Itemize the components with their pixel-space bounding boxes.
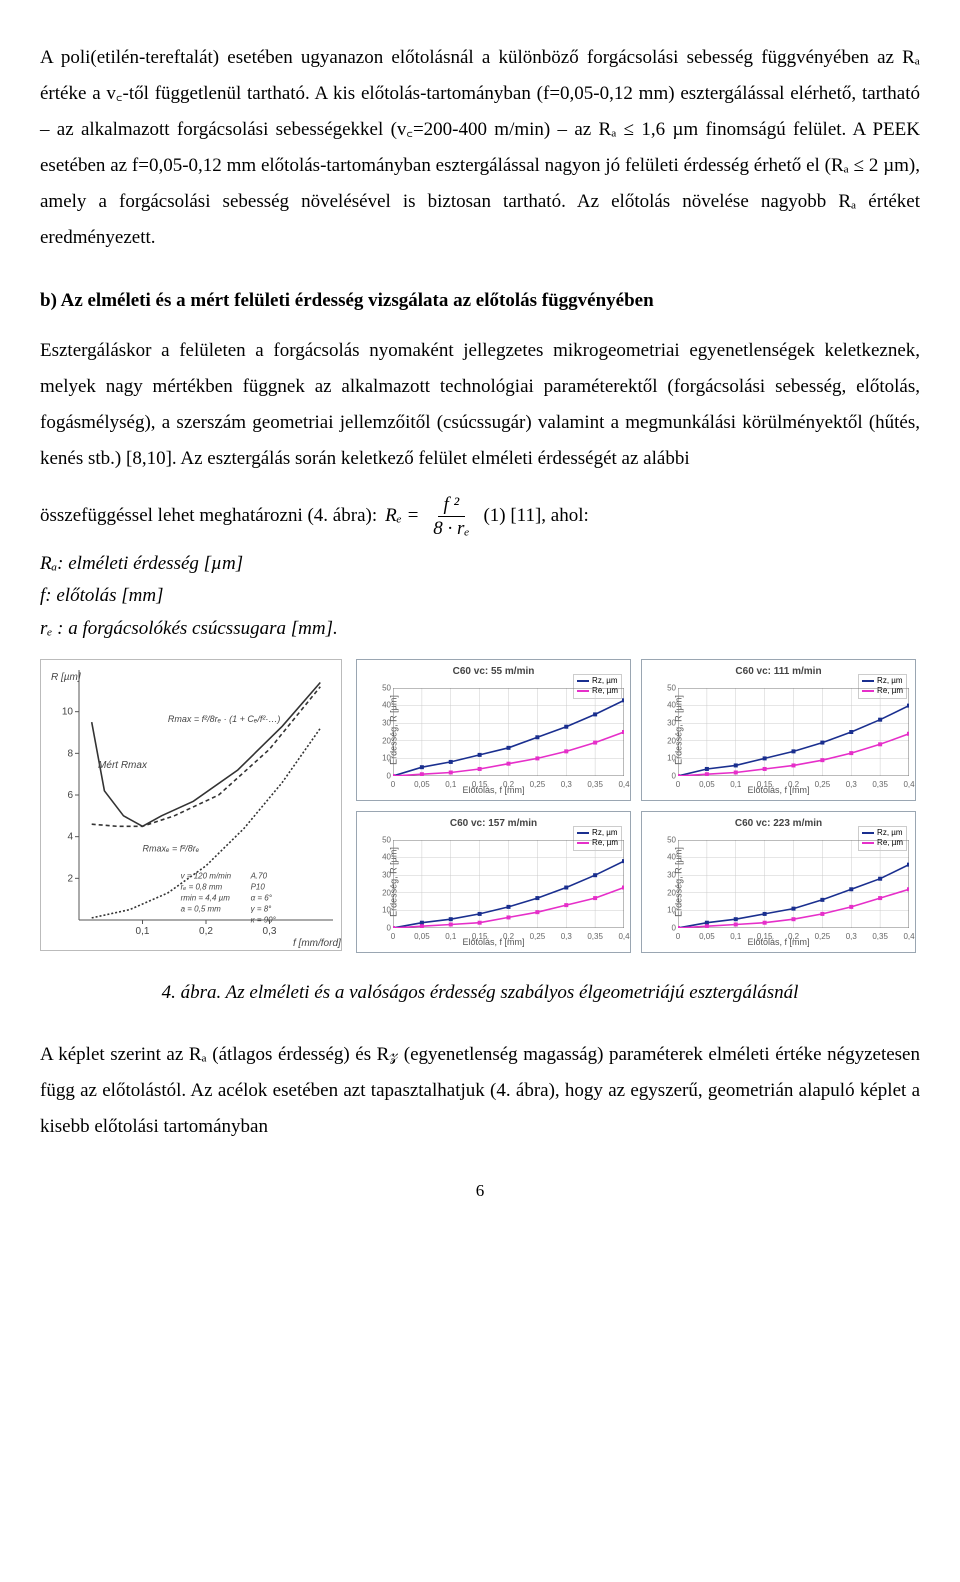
- svg-text:α = 6°: α = 6°: [251, 893, 273, 902]
- svg-text:f [mm/ford]: f [mm/ford]: [293, 938, 341, 949]
- svg-text:10: 10: [62, 707, 74, 718]
- figure-4-right-chart-grid: C60 vc: 55 m/minÉrdesség, R [µm]Előtolás…: [356, 659, 916, 953]
- mini-chart-plot: [393, 840, 624, 928]
- svg-text:P10: P10: [251, 882, 266, 891]
- svg-text:a = 0,5 mm: a = 0,5 mm: [181, 904, 222, 913]
- svg-text:Rmaxₑ = f²/8rₑ: Rmaxₑ = f²/8rₑ: [143, 843, 200, 853]
- mini-chart-plot: [678, 840, 909, 928]
- svg-text:8: 8: [67, 748, 73, 759]
- formula-eq: Rₑ =: [385, 498, 419, 534]
- definition-list: Rₐ: elméleti érdesség [µm] f: előtolás […: [40, 548, 920, 645]
- svg-text:v = 120 m/min: v = 120 m/min: [181, 871, 232, 880]
- svg-text:κ = 90°: κ = 90°: [251, 915, 277, 924]
- figure-4-left-curve-plot: 2 4 6 8 10 0,1 0,2 0,3 R [µm] f [mm/ford] Mért Rma…: [40, 659, 342, 951]
- svg-text:A.70: A.70: [250, 871, 268, 880]
- mini-chart-1: C60 vc: 111 m/minÉrdesség, R [µm]Előtolá…: [641, 659, 916, 801]
- def-f: f: előtolás [mm]: [40, 580, 920, 612]
- svg-text:rmin = 4,4 µm: rmin = 4,4 µm: [181, 893, 231, 902]
- svg-text:Rmax = f²/8rₑ · (1 + Cₑ/f²·…): Rmax = f²/8rₑ · (1 + Cₑ/f²·…): [168, 714, 280, 724]
- def-re: rₑ : a forgácsolókés csúcssugara [mm].: [40, 613, 920, 645]
- svg-text:0,1: 0,1: [136, 926, 150, 937]
- svg-text:0,2: 0,2: [199, 926, 213, 937]
- mini-chart-plot: [393, 688, 624, 776]
- svg-text:0,3: 0,3: [263, 926, 277, 937]
- page: A poli(etilén-tereftalát) esetében ugyan…: [0, 0, 960, 1228]
- svg-text:6: 6: [67, 790, 73, 801]
- formula-after: (1) [11], ahol:: [483, 498, 588, 534]
- mini-chart-plot: [678, 688, 909, 776]
- formula-denominator: 8 · rₑ: [433, 517, 469, 538]
- mini-chart-2: C60 vc: 157 m/minÉrdesség, R [µm]Előtolá…: [356, 811, 631, 953]
- mini-chart-0: C60 vc: 55 m/minÉrdesség, R [µm]Előtolás…: [356, 659, 631, 801]
- svg-text:4: 4: [67, 832, 73, 843]
- figure-4: 2 4 6 8 10 0,1 0,2 0,3 R [µm] f [mm/ford] Mért Rma…: [40, 659, 920, 953]
- formula-fraction: f ² 8 · rₑ: [433, 495, 469, 538]
- svg-text:rₑ = 0,8 mm: rₑ = 0,8 mm: [181, 882, 223, 891]
- svg-text:2: 2: [67, 873, 73, 884]
- paragraph-3: A képlet szerint az Rₐ (átlagos érdesség…: [40, 1037, 920, 1145]
- mini-chart-3: C60 vc: 223 m/minÉrdesség, R [µm]Előtolá…: [641, 811, 916, 953]
- def-ra: Rₐ: elméleti érdesség [µm]: [40, 548, 920, 580]
- formula-intro: összefüggéssel lehet meghatározni (4. áb…: [40, 498, 377, 534]
- paragraph-2: Esztergáláskor a felületen a forgácsolás…: [40, 333, 920, 477]
- page-number: 6: [40, 1175, 920, 1207]
- svg-text:Mért Rmax: Mért Rmax: [98, 760, 148, 771]
- svg-text:γ = 8°: γ = 8°: [251, 904, 273, 913]
- figure-4-caption: 4. ábra. Az elméleti és a valóságos érde…: [40, 975, 920, 1011]
- svg-text:R [µm]: R [µm]: [51, 672, 81, 683]
- formula-line: összefüggéssel lehet meghatározni (4. áb…: [40, 495, 920, 538]
- subheading-b: b) Az elméleti és a mért felületi érdess…: [40, 283, 920, 319]
- paragraph-1: A poli(etilén-tereftalát) esetében ugyan…: [40, 40, 920, 257]
- formula-numerator: f ²: [438, 495, 466, 517]
